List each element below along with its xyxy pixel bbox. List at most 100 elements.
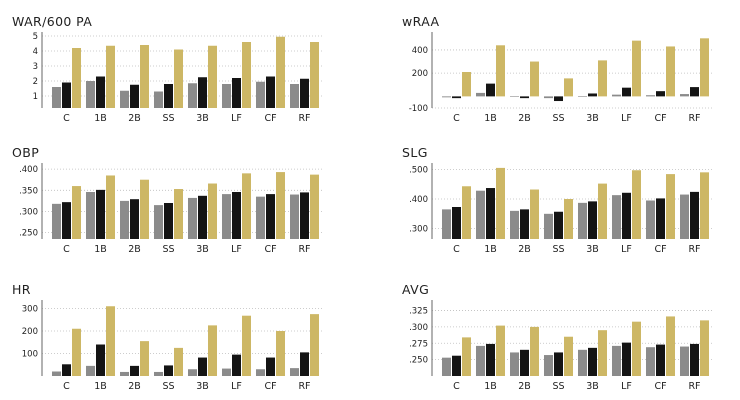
bar — [588, 347, 597, 376]
chart-avg: AVG .250 .275 .300 .325 C 1B 2B SS 3B LF CF RF — [402, 282, 720, 398]
bar — [622, 342, 631, 376]
bar — [86, 365, 95, 376]
x-tick-label: RF — [688, 381, 700, 392]
y-tick-label: 4 — [33, 47, 38, 57]
y-tick-label: 300 — [22, 305, 38, 315]
bar — [554, 211, 563, 239]
x-tick-label: C — [63, 381, 70, 392]
bar — [232, 354, 241, 376]
x-tick-label: LF — [621, 381, 632, 392]
bar — [232, 78, 241, 108]
x-tick-label: LF — [231, 113, 242, 124]
y-tick-label: .250 — [19, 229, 38, 239]
bar — [242, 315, 251, 376]
bar — [646, 347, 655, 376]
x-tick-label: 2B — [518, 244, 531, 255]
y-tick-label: .400 — [19, 165, 38, 175]
chart-title: OBP — [12, 145, 40, 160]
x-tick-label: 3B — [586, 113, 599, 124]
bar — [222, 84, 231, 108]
bar — [476, 190, 485, 239]
bar — [266, 357, 275, 376]
y-tick-label: 1 — [33, 92, 38, 102]
x-tick-label: C — [63, 244, 70, 255]
bar — [622, 192, 631, 239]
bar — [554, 96, 563, 102]
bar — [544, 96, 553, 99]
bar — [52, 371, 61, 376]
y-tick-label: 200 — [412, 69, 428, 79]
bar — [164, 365, 173, 376]
chart-plot: 1 2 3 4 5 C 1B 2B SS 3B LF CF RF — [33, 32, 324, 124]
bar — [690, 87, 699, 97]
x-tick-label: SS — [552, 244, 564, 255]
x-tick-label: 2B — [128, 381, 141, 392]
bar — [164, 203, 173, 239]
bar — [62, 202, 71, 239]
x-tick-label: CF — [654, 381, 666, 392]
y-tick-label: .350 — [19, 186, 38, 196]
x-tick-label: SS — [162, 244, 174, 255]
bar — [554, 352, 563, 376]
chart-title: WAR/600 PA — [12, 14, 93, 29]
y-tick-label: 3 — [33, 62, 38, 72]
bar — [666, 174, 675, 239]
chart-slg: SLG .300 .400 .500 C 1B 2B SS 3B LF CF RF — [402, 145, 720, 261]
y-tick-label: .300 — [409, 323, 428, 333]
bar — [656, 91, 665, 97]
x-tick-label: RF — [298, 113, 310, 124]
bar — [486, 188, 495, 239]
bar — [544, 213, 553, 239]
x-tick-label: LF — [231, 381, 242, 392]
bar — [632, 321, 641, 376]
bar — [188, 197, 197, 239]
bar — [232, 191, 241, 239]
chart-plot: .300 .400 .500 C 1B 2B SS 3B LF CF RF — [409, 163, 714, 255]
bar — [276, 36, 285, 108]
bar — [174, 189, 183, 239]
bar — [462, 186, 471, 239]
bar — [666, 316, 675, 376]
chart-plot: -100 200 400 C 1B 2B SS 3B LF CF RF — [409, 32, 714, 124]
x-tick-label: SS — [552, 113, 564, 124]
bar — [520, 349, 529, 376]
bar — [530, 326, 539, 376]
chart-war-600pa: WAR/600 PA 1 2 3 4 5 C 1B 2B SS 3B LF CF RF — [12, 14, 330, 130]
x-tick-label: C — [453, 113, 460, 124]
bar — [632, 40, 641, 97]
bar — [578, 202, 587, 239]
y-tick-label: .500 — [409, 165, 428, 175]
bar — [564, 199, 573, 239]
bar — [462, 337, 471, 376]
y-tick-label: 400 — [412, 46, 428, 56]
bar — [290, 194, 299, 239]
bar — [578, 349, 587, 376]
x-tick-label: LF — [621, 244, 632, 255]
y-tick-label: 200 — [22, 327, 38, 337]
y-tick-label: 100 — [22, 350, 38, 360]
bar — [588, 201, 597, 239]
bar — [120, 371, 129, 376]
bar — [612, 94, 621, 97]
x-tick-label: CF — [264, 113, 276, 124]
bar — [476, 345, 485, 376]
x-tick-label: 3B — [196, 244, 209, 255]
bar — [266, 76, 275, 108]
bar — [452, 96, 461, 99]
bar — [120, 90, 129, 108]
bar — [510, 210, 519, 239]
bar — [72, 48, 81, 108]
bar — [300, 78, 309, 108]
x-tick-label: LF — [231, 244, 242, 255]
y-tick-label: .325 — [409, 307, 428, 317]
bar — [276, 172, 285, 239]
x-tick-label: C — [453, 381, 460, 392]
bar — [520, 96, 529, 99]
y-tick-label: .250 — [409, 356, 428, 366]
bar — [622, 87, 631, 97]
bar — [656, 198, 665, 239]
bar — [310, 42, 319, 108]
x-tick-label: C — [453, 244, 460, 255]
bar — [276, 331, 285, 376]
